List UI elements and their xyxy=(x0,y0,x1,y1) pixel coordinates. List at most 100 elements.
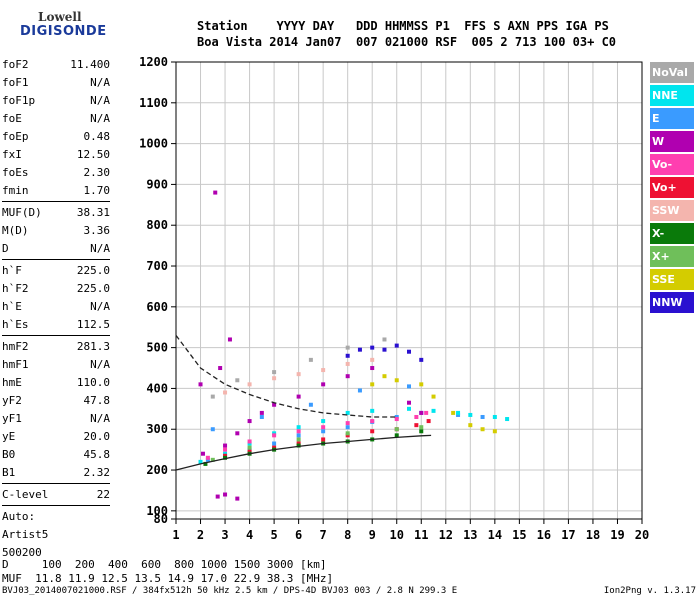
data-point-nnw xyxy=(370,345,375,350)
data-point-vo- xyxy=(424,410,429,415)
data-point-vo- xyxy=(426,419,431,424)
data-point-x- xyxy=(296,437,301,442)
logo-lowell: Lowell xyxy=(38,10,82,24)
legend-item-sse: SSE xyxy=(650,269,694,290)
data-point-w xyxy=(213,190,218,195)
param-name: h`Es xyxy=(2,318,29,331)
data-point-e xyxy=(259,414,264,419)
data-point-vo- xyxy=(247,439,252,444)
data-point-nnw xyxy=(382,347,387,352)
y-tick-label: 1000 xyxy=(139,137,168,151)
data-point-w xyxy=(259,410,264,415)
data-point-w xyxy=(272,402,277,407)
param-value: 38.31 xyxy=(76,206,110,219)
data-point-e xyxy=(407,384,411,389)
y-tick-label: 1100 xyxy=(139,96,168,110)
data-point-w xyxy=(223,492,228,497)
data-point-e xyxy=(205,457,210,462)
param-name: h`E xyxy=(2,300,22,313)
data-point-x- xyxy=(247,445,252,450)
param-value: 225.0 xyxy=(76,282,110,295)
legend-item-vo-: Vo+ xyxy=(650,177,694,198)
param-value: N/A xyxy=(90,76,110,89)
param-row: foF2 11.400 xyxy=(2,56,110,74)
legend-item-e: E xyxy=(650,108,694,129)
param-separator xyxy=(2,259,110,260)
data-point-sse xyxy=(419,382,424,387)
data-point-vo- xyxy=(370,429,375,434)
x-tick-label: 6 xyxy=(295,528,302,542)
param-value: 281.3 xyxy=(76,340,110,353)
data-point-w xyxy=(345,374,350,379)
x-tick-label: 12 xyxy=(439,528,453,542)
data-point-nne xyxy=(492,414,497,419)
x-tick-label: 19 xyxy=(610,528,624,542)
y-tick-label: 1200 xyxy=(139,55,168,69)
y-tick-label: 800 xyxy=(146,218,168,232)
x-tick-label: 18 xyxy=(586,528,600,542)
parameter-panel: foF2 11.400 foF1 N/A foF1p N/A foE N/A foEp 0.48 f… xyxy=(2,56,110,562)
data-point-noval xyxy=(382,337,387,342)
data-point-w xyxy=(227,337,232,342)
x-tick-label: 4 xyxy=(246,528,253,542)
x-tick-label: 14 xyxy=(488,528,502,542)
x-tick-label: 7 xyxy=(320,528,327,542)
param-row: M(D) 3.36 xyxy=(2,222,110,240)
data-point-e xyxy=(210,427,215,432)
param-separator xyxy=(2,335,110,336)
param-value: 225.0 xyxy=(76,264,110,277)
data-point-w xyxy=(370,366,375,371)
x-tick-label: 2 xyxy=(197,528,204,542)
param-row: B0 45.8 xyxy=(2,446,110,464)
param-value: N/A xyxy=(90,242,110,255)
data-point-x- xyxy=(296,443,301,448)
param-value: N/A xyxy=(90,112,110,125)
x-tick-label: 16 xyxy=(537,528,551,542)
data-point-e xyxy=(247,447,252,452)
data-point-nnw xyxy=(407,349,411,354)
x-tick-label: 3 xyxy=(221,528,228,542)
param-separator xyxy=(2,483,110,484)
data-point-vo- xyxy=(272,433,277,438)
param-name: hmF1 xyxy=(2,358,29,371)
param-name: foE xyxy=(2,112,22,125)
param-name: foF2 xyxy=(2,58,29,71)
data-point-sse xyxy=(382,374,387,379)
legend-item-ssw: SSW xyxy=(650,200,694,221)
data-point-sse xyxy=(370,382,375,387)
param-value: N/A xyxy=(90,300,110,313)
data-point-vo- xyxy=(370,419,375,424)
data-point-nne xyxy=(468,412,473,417)
data-point-w xyxy=(407,400,411,405)
data-point-w xyxy=(235,496,240,501)
data-point-w xyxy=(296,394,301,399)
data-point-nne xyxy=(431,408,436,413)
param-row: yF2 47.8 xyxy=(2,392,110,410)
data-point-vo- xyxy=(296,429,301,434)
profile-curve-solid xyxy=(175,434,432,471)
auto-scaling-l2: Artist5 xyxy=(2,528,49,541)
param-value: 12.50 xyxy=(76,148,110,161)
param-value: N/A xyxy=(90,94,110,107)
param-row: D N/A xyxy=(2,240,110,258)
param-row: foF1p N/A xyxy=(2,92,110,110)
data-point-x- xyxy=(203,461,208,466)
legend-item-noval: NoVal xyxy=(650,62,694,83)
y-tick-label: 200 xyxy=(146,463,168,477)
data-point-ssw xyxy=(370,357,375,362)
header-values: Boa Vista 2014 Jan07 007 021000 RSF 005 … xyxy=(197,35,617,49)
param-name: B1 xyxy=(2,466,16,479)
data-point-w xyxy=(200,451,205,456)
param-name: yF2 xyxy=(2,394,22,407)
data-point-ssw xyxy=(247,382,252,387)
param-name: h`F2 xyxy=(2,282,29,295)
data-point-nne xyxy=(198,459,203,464)
data-point-nne xyxy=(296,425,301,430)
data-point-noval xyxy=(210,394,215,399)
data-point-vo- xyxy=(272,445,277,450)
data-point-w xyxy=(247,419,252,424)
data-point-nne xyxy=(370,408,375,413)
x-tick-label: 5 xyxy=(270,528,277,542)
data-point-vo- xyxy=(345,433,350,438)
